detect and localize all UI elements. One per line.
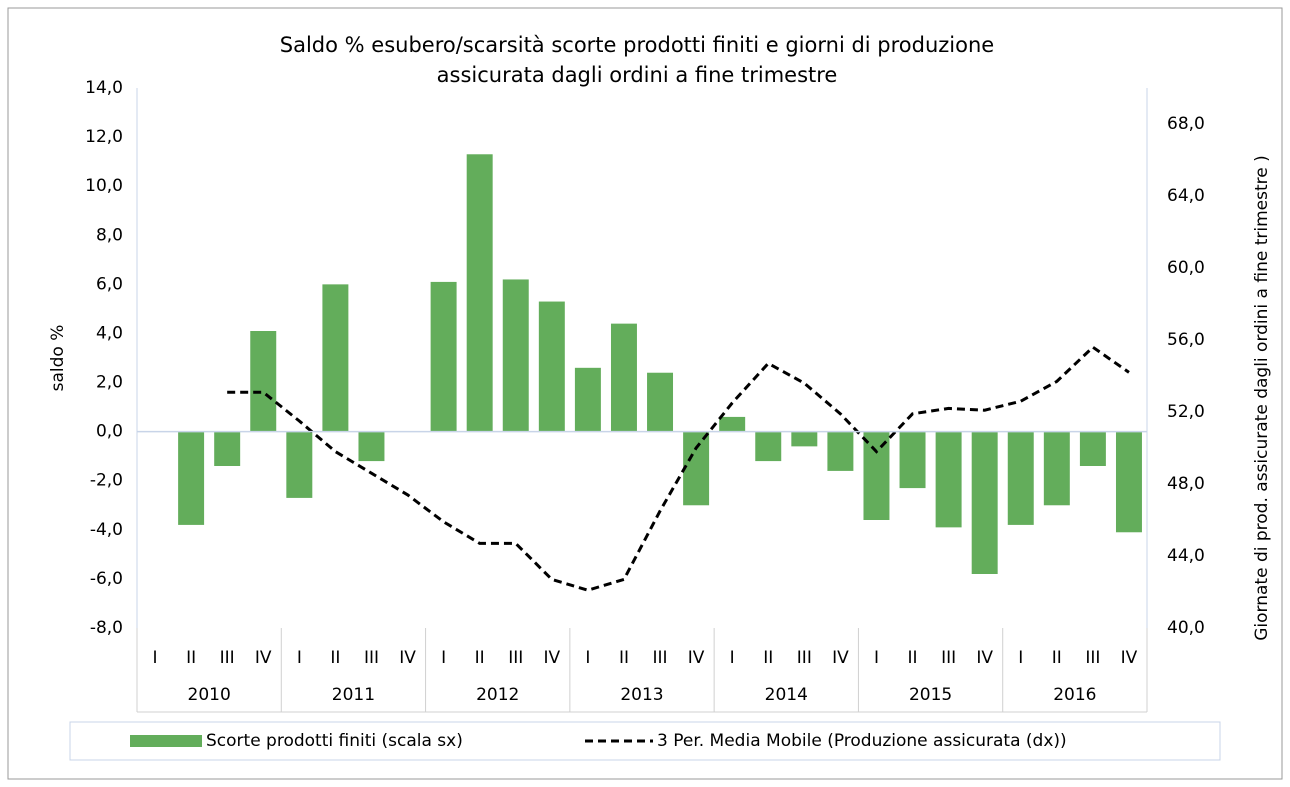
x-tick-label: IV bbox=[1121, 648, 1138, 668]
y-tick-label: -6,0 bbox=[90, 569, 123, 589]
x-tick-label: II bbox=[908, 648, 918, 668]
x-tick-label: III bbox=[797, 648, 812, 668]
x-group-label: 2016 bbox=[1053, 685, 1096, 705]
x-tick-label: III bbox=[508, 648, 523, 668]
x-tick-label: II bbox=[763, 648, 773, 668]
bar bbox=[430, 281, 457, 432]
bar bbox=[1115, 431, 1142, 533]
bar bbox=[899, 431, 926, 489]
y-tick-label: 2,0 bbox=[96, 373, 123, 393]
y2-tick-label: 64,0 bbox=[1167, 186, 1205, 206]
x-tick-label: IV bbox=[399, 648, 416, 668]
bar bbox=[286, 431, 313, 498]
bar bbox=[502, 279, 529, 432]
legend-label: Scorte prodotti finiti (scala sx) bbox=[206, 731, 463, 751]
y2-tick-label: 68,0 bbox=[1167, 114, 1205, 134]
x-tick-label: I bbox=[297, 648, 302, 668]
x-tick-label: I bbox=[585, 648, 590, 668]
bar bbox=[538, 301, 565, 432]
y-tick-label: 12,0 bbox=[85, 127, 123, 147]
x-tick-label: I bbox=[441, 648, 446, 668]
x-group-label: 2011 bbox=[332, 685, 375, 705]
x-tick-label: III bbox=[364, 648, 379, 668]
y-tick-label: -4,0 bbox=[90, 520, 123, 540]
bar bbox=[322, 284, 349, 432]
x-tick-label: I bbox=[874, 648, 879, 668]
y-tick-label: -8,0 bbox=[90, 618, 123, 638]
x-tick-label: III bbox=[220, 648, 235, 668]
y2-tick-label: 52,0 bbox=[1167, 402, 1205, 422]
y2-tick-label: 56,0 bbox=[1167, 330, 1205, 350]
x-tick-label: IV bbox=[255, 648, 272, 668]
y2-tick-label: 60,0 bbox=[1167, 258, 1205, 278]
y-tick-label: 4,0 bbox=[96, 323, 123, 343]
bar bbox=[791, 431, 818, 447]
bar bbox=[610, 323, 637, 432]
bar bbox=[719, 416, 746, 432]
x-tick-label: I bbox=[730, 648, 735, 668]
y2-tick-label: 44,0 bbox=[1167, 546, 1205, 566]
x-tick-label: II bbox=[619, 648, 629, 668]
bar bbox=[647, 372, 674, 432]
x-tick-label: II bbox=[330, 648, 340, 668]
bar bbox=[358, 431, 385, 462]
x-tick-label: IV bbox=[543, 648, 560, 668]
chart-border bbox=[7, 7, 1283, 780]
bar bbox=[1043, 431, 1070, 506]
bar bbox=[755, 431, 782, 462]
x-group-label: 2010 bbox=[188, 685, 231, 705]
bar bbox=[935, 431, 962, 528]
x-tick-label: IV bbox=[688, 648, 705, 668]
x-tick-label: IV bbox=[832, 648, 849, 668]
x-tick-label: I bbox=[1018, 648, 1023, 668]
y2-tick-label: 40,0 bbox=[1167, 618, 1205, 638]
bar bbox=[178, 431, 205, 525]
x-tick-label: II bbox=[475, 648, 485, 668]
bar bbox=[1007, 431, 1034, 525]
x-tick-label: III bbox=[653, 648, 668, 668]
legend-label: 3 Per. Media Mobile (Produzione assicura… bbox=[657, 731, 1067, 751]
y-tick-label: 10,0 bbox=[85, 176, 123, 196]
x-group-label: 2013 bbox=[620, 685, 663, 705]
y-axis-label: saldo % bbox=[48, 325, 68, 392]
x-tick-label: I bbox=[153, 648, 158, 668]
bar bbox=[863, 431, 890, 520]
bar bbox=[971, 431, 998, 574]
bar bbox=[250, 331, 277, 432]
x-tick-label: III bbox=[1085, 648, 1100, 668]
bar bbox=[827, 431, 854, 471]
y-tick-label: -2,0 bbox=[90, 471, 123, 491]
line bbox=[227, 345, 1130, 592]
legend-box bbox=[69, 721, 1221, 761]
x-group-label: 2015 bbox=[909, 685, 952, 705]
legend-swatch bbox=[130, 735, 202, 747]
bar bbox=[574, 367, 601, 432]
x-tick-label: IV bbox=[976, 648, 993, 668]
x-tick-label: II bbox=[186, 648, 196, 668]
y-tick-label: 8,0 bbox=[96, 225, 123, 245]
y2-axis-label: Giornate di prod. assicurate dagli ordin… bbox=[1252, 155, 1272, 641]
bar bbox=[1079, 431, 1106, 466]
y-tick-label: 6,0 bbox=[96, 274, 123, 294]
bar bbox=[214, 431, 241, 466]
bar bbox=[466, 154, 493, 432]
bar bbox=[683, 431, 710, 506]
y2-tick-label: 48,0 bbox=[1167, 474, 1205, 494]
chart-title: Saldo % esubero/scarsità scorte prodotti… bbox=[280, 33, 994, 57]
x-group-label: 2014 bbox=[765, 685, 808, 705]
x-tick-label: III bbox=[941, 648, 956, 668]
x-tick-label: II bbox=[1052, 648, 1062, 668]
chart-title: assicurata dagli ordini a fine trimestre bbox=[437, 63, 838, 87]
x-group-label: 2012 bbox=[476, 685, 519, 705]
y-tick-label: 0,0 bbox=[96, 422, 123, 442]
y-tick-label: 14,0 bbox=[85, 78, 123, 98]
